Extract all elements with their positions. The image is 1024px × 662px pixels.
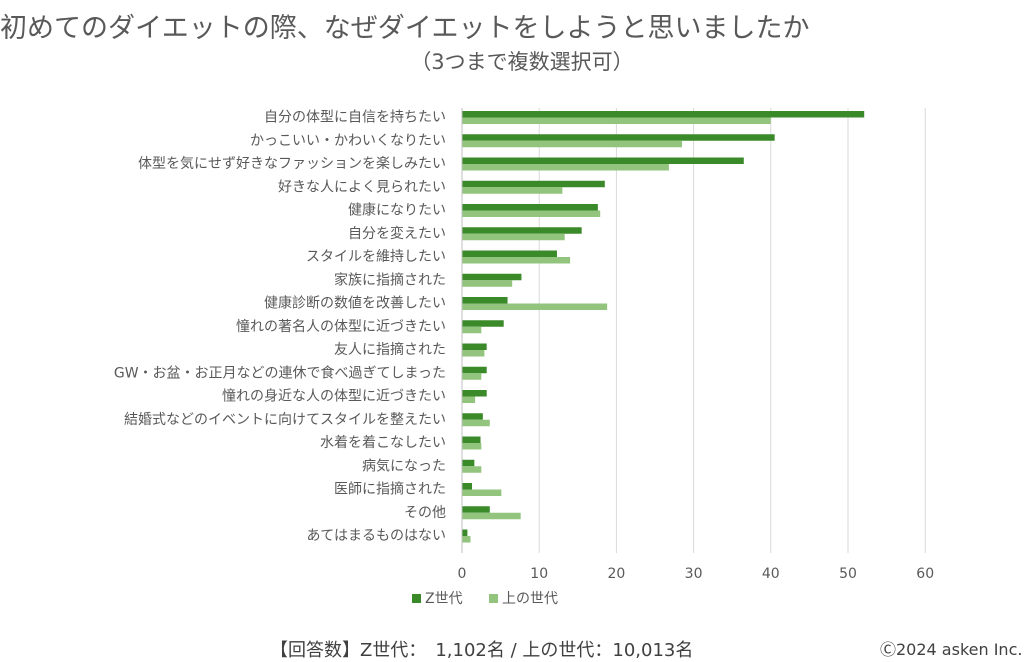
bar-z-generation bbox=[462, 390, 487, 397]
category-label: 健康になりたい bbox=[348, 202, 446, 219]
bar-z-generation bbox=[462, 320, 504, 327]
category-label: スタイルを維持したい bbox=[306, 249, 446, 265]
category-label: 病気になった bbox=[362, 458, 446, 474]
bar-z-generation bbox=[462, 204, 598, 211]
category-label: GW・お盆・お正月などの連休で食べ過ぎてしまった bbox=[114, 364, 446, 381]
legend-label: 上の世代 bbox=[502, 591, 558, 607]
category-label: 憧れの身近な人の体型に近づきたい bbox=[222, 389, 446, 405]
category-label: 友人に指摘された bbox=[334, 341, 446, 358]
x-tick-label: 30 bbox=[685, 566, 703, 582]
bar-older-generation bbox=[462, 210, 601, 217]
bar-z-generation bbox=[462, 297, 508, 304]
bar-z-generation bbox=[462, 506, 490, 513]
bar-older-generation bbox=[462, 419, 490, 427]
category-label: 健康診断の数値を改善したい bbox=[264, 295, 446, 312]
legend-swatch bbox=[412, 594, 421, 603]
bar-older-generation bbox=[462, 233, 565, 241]
legend: Z世代 上の世代 bbox=[412, 591, 558, 607]
copyright: Ⓒ2024 asken Inc. bbox=[880, 640, 1023, 659]
bar-older-generation bbox=[462, 443, 482, 450]
bar-older-generation bbox=[462, 489, 502, 496]
bar-z-generation bbox=[462, 180, 605, 188]
tick-labels: 0 10 20 30 40 50 60 bbox=[458, 566, 935, 582]
category-label: 憧れの著名人の体型に近づきたい bbox=[236, 319, 446, 335]
category-label: 自分を変えたい bbox=[348, 225, 446, 242]
bar-z-generation bbox=[462, 343, 487, 350]
category-labels: 自分の体型に自信を持ちたいかっこいい・かわいくなりたい体型を気にせず好きなファッ… bbox=[114, 110, 446, 545]
category-label: かっこいい・かわいくなりたい bbox=[250, 133, 446, 149]
category-label: 水着を着こなしたい bbox=[320, 435, 446, 451]
bar-z-generation bbox=[462, 250, 557, 257]
bar-older-generation bbox=[462, 350, 485, 357]
bar-older-generation bbox=[462, 187, 563, 194]
x-tick-label: 20 bbox=[607, 566, 625, 582]
category-label: 好きな人によく見られたい bbox=[278, 179, 446, 195]
bar-older-generation bbox=[462, 396, 476, 403]
category-label: 結婚式などのイベントに向けてスタイルを整えたい bbox=[124, 412, 446, 428]
x-tick-label: 40 bbox=[762, 566, 780, 582]
category-label: 自分の体型に自信を持ちたい bbox=[264, 110, 446, 126]
category-label: 家族に指摘された bbox=[334, 271, 446, 288]
bar-z-generation bbox=[462, 366, 487, 374]
bar-z-generation bbox=[462, 459, 475, 467]
bar-older-generation bbox=[462, 326, 482, 334]
grid-lines bbox=[538, 108, 926, 553]
bar-z-generation bbox=[462, 529, 468, 536]
page-subtitle: （3つまで複数選択可） bbox=[410, 50, 634, 74]
bar-z-generation bbox=[462, 134, 775, 141]
category-label: 体型を気にせず好きなファッションを楽しみたい bbox=[138, 156, 446, 172]
bar-older-generation bbox=[462, 303, 608, 310]
category-label: その他 bbox=[404, 505, 446, 521]
bar-z-generation bbox=[462, 483, 473, 490]
legend-swatch bbox=[489, 594, 498, 603]
bar-older-generation bbox=[462, 512, 521, 520]
bars bbox=[462, 111, 865, 543]
bar-older-generation bbox=[462, 373, 482, 380]
legend-label: Z世代 bbox=[425, 591, 463, 607]
category-label: 医師に指摘された bbox=[334, 481, 446, 498]
bar-older-generation bbox=[462, 536, 471, 543]
bar-z-generation bbox=[462, 157, 744, 164]
x-tick-label: 60 bbox=[916, 566, 934, 582]
bar-z-generation bbox=[462, 227, 582, 234]
bar-z-generation bbox=[462, 413, 483, 420]
bar-z-generation bbox=[462, 436, 481, 443]
bar-older-generation bbox=[462, 280, 513, 287]
x-tick-label: 50 bbox=[839, 566, 857, 582]
bar-older-generation bbox=[462, 466, 482, 473]
bar-older-generation bbox=[462, 164, 669, 171]
category-label: あてはまるものはない bbox=[307, 528, 446, 544]
x-tick-label: 10 bbox=[530, 566, 548, 582]
response-count-note: 【回答数】Z世代： 1,102名 / 上の世代：10,013名 bbox=[270, 640, 694, 661]
bar-older-generation bbox=[462, 140, 683, 148]
bar-z-generation bbox=[462, 111, 865, 118]
bar-older-generation bbox=[462, 117, 771, 124]
page-title: 初めてのダイエットの際、なぜダイエットをしようと思いましたか bbox=[0, 13, 810, 44]
bar-older-generation bbox=[462, 257, 571, 264]
x-tick-label: 0 bbox=[458, 566, 467, 582]
bar-z-generation bbox=[462, 273, 522, 281]
